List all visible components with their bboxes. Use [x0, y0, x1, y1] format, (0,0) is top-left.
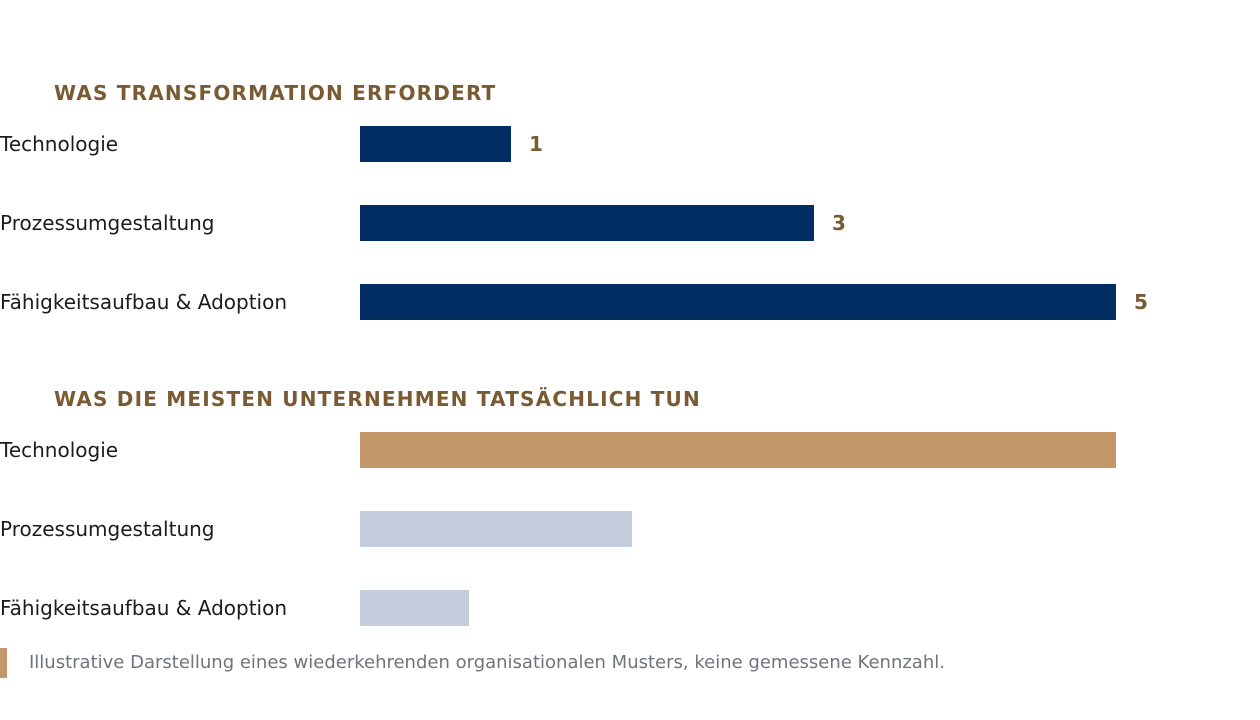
footnote: Illustrative Darstellung eines wiederkeh…	[0, 648, 1200, 678]
value-label: 1	[529, 132, 543, 156]
bar-row: Technologie	[0, 432, 1260, 468]
category-label: Technologie	[0, 438, 119, 462]
bar	[360, 432, 1116, 468]
category-label: Prozessumgestaltung	[0, 211, 215, 235]
footnote-accent-bar	[0, 648, 7, 678]
chart-title-reality: WAS DIE MEISTEN UNTERNEHMEN TATSÄCHLICH …	[54, 387, 701, 411]
bar	[360, 511, 632, 547]
bar-row: Fähigkeitsaufbau & Adoption 5	[0, 284, 1260, 320]
category-label: Prozessumgestaltung	[0, 517, 215, 541]
value-label: 3	[832, 211, 846, 235]
bar	[360, 590, 469, 626]
bar	[360, 126, 511, 162]
category-label: Fähigkeitsaufbau & Adoption	[0, 596, 288, 620]
category-label: Technologie	[0, 132, 119, 156]
bar-row: Technologie 1	[0, 126, 1260, 162]
bar-row: Fähigkeitsaufbau & Adoption	[0, 590, 1260, 626]
footnote-text: Illustrative Darstellung eines wiederkeh…	[29, 652, 945, 673]
bar-row: Prozessumgestaltung	[0, 511, 1260, 547]
chart-title-transformation: WAS TRANSFORMATION ERFORDERT	[54, 81, 497, 105]
bar	[360, 205, 814, 241]
value-label: 5	[1134, 290, 1148, 314]
bar-row: Prozessumgestaltung 3	[0, 205, 1260, 241]
category-label: Fähigkeitsaufbau & Adoption	[0, 290, 288, 314]
bar	[360, 284, 1116, 320]
